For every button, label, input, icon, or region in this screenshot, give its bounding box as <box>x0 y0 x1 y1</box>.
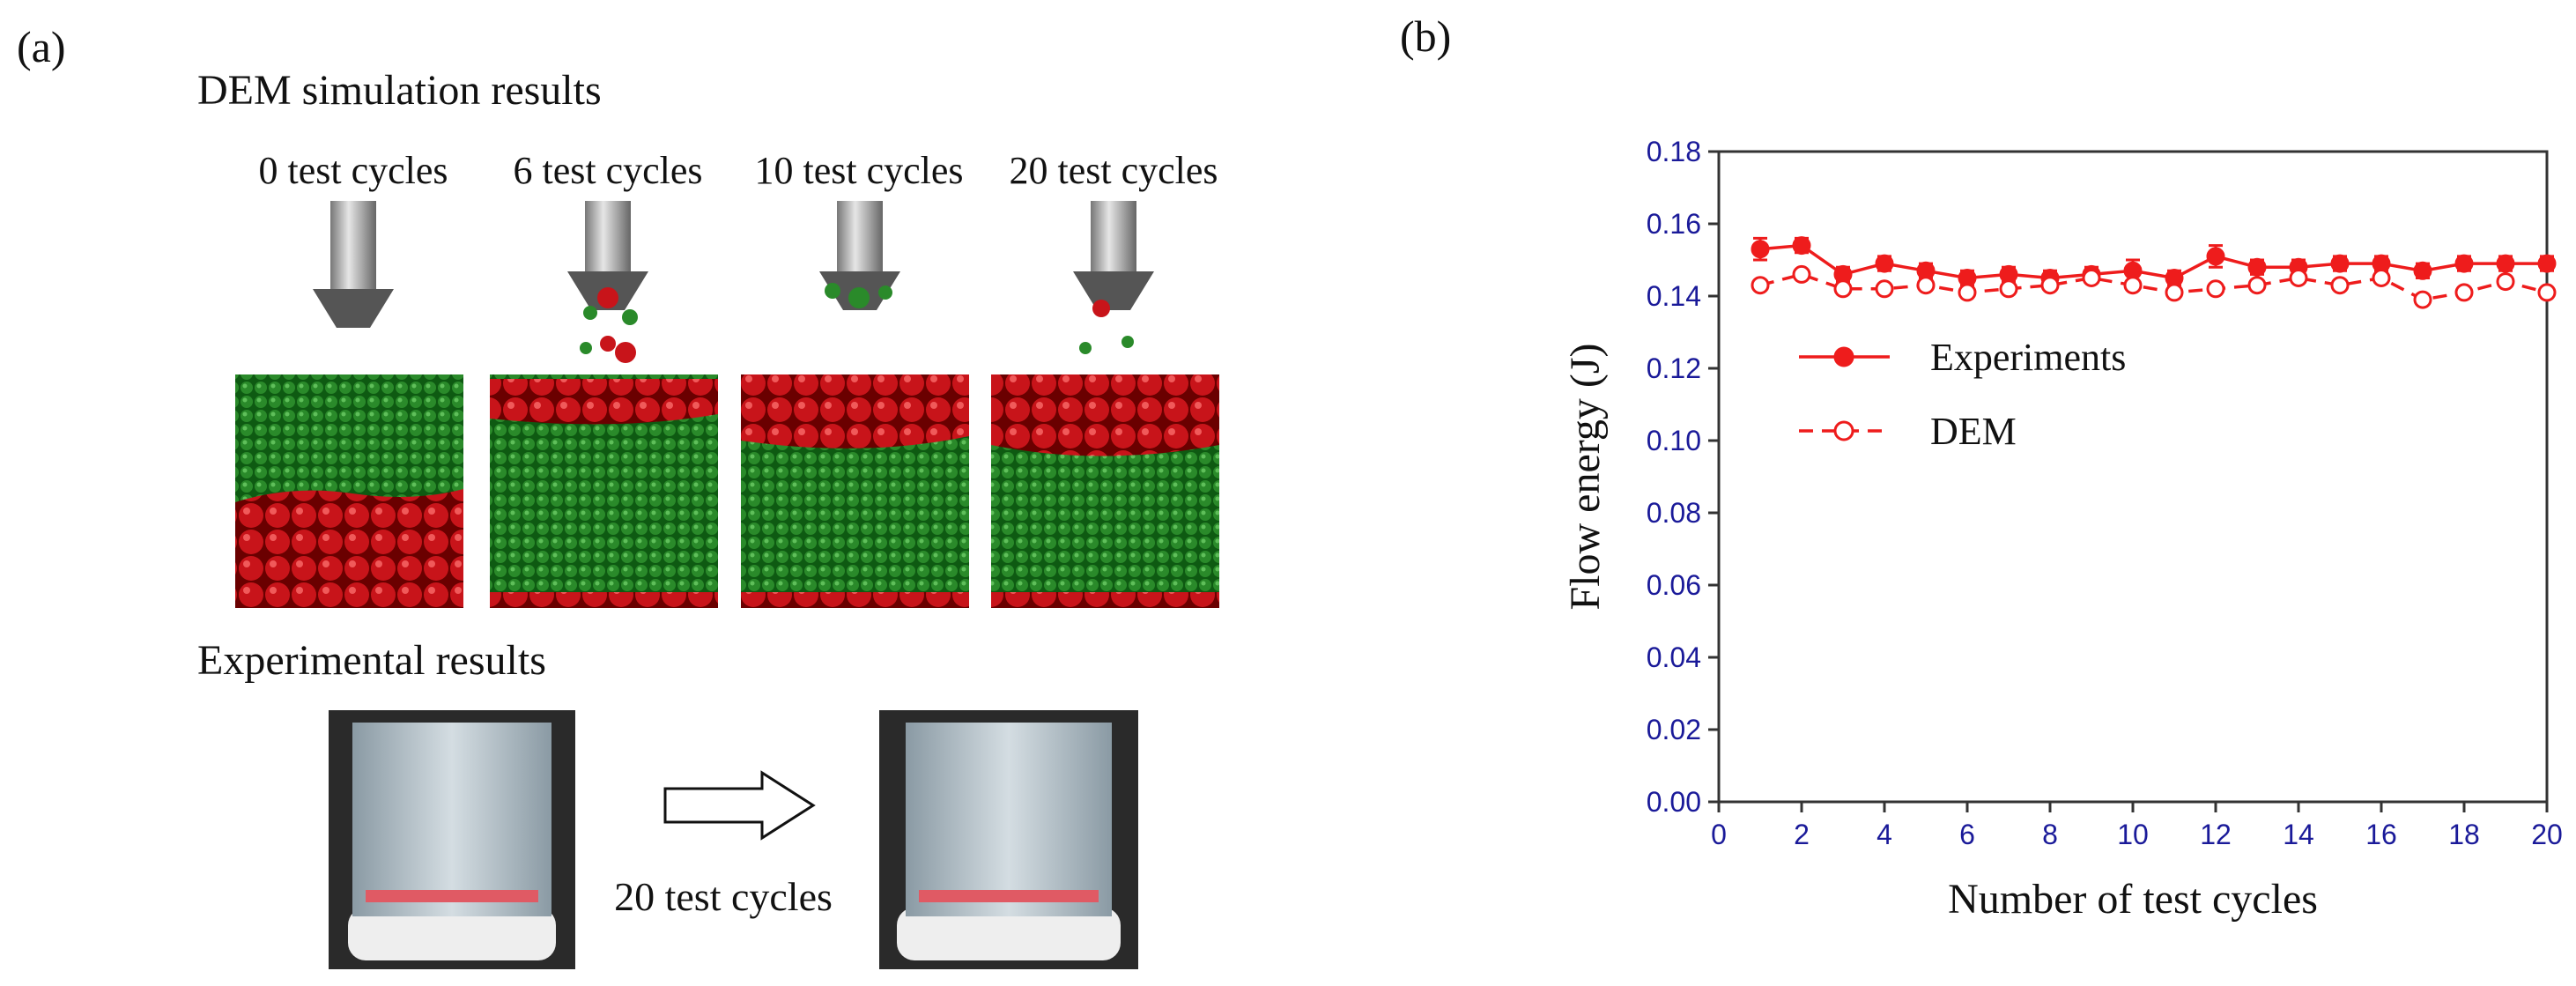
arrow-label: 20 test cycles <box>614 874 833 919</box>
data-point <box>1958 283 1977 302</box>
data-point <box>1751 240 1770 259</box>
legend-label: DEM <box>1930 410 2017 453</box>
cycle-label: 6 test cycles <box>513 149 702 192</box>
y-tick-label: 0.16 <box>1647 208 1701 240</box>
x-tick-label: 2 <box>1794 819 1810 850</box>
y-tick-label: 0.00 <box>1647 786 1701 818</box>
data-point <box>2082 269 2101 287</box>
data-point <box>2206 247 2225 266</box>
data-point <box>2454 254 2474 273</box>
x-tick-label: 18 <box>2448 819 2480 850</box>
y-axis-label: Flow energy (J) <box>1562 343 1609 610</box>
data-point <box>2330 254 2350 273</box>
data-point <box>1875 254 1894 273</box>
data-point <box>1916 276 1936 295</box>
y-tick-label: 0.04 <box>1647 641 1701 673</box>
probe <box>567 201 648 363</box>
legend-marker <box>1833 346 1854 367</box>
data-point <box>2289 269 2308 287</box>
x-tick-label: 20 <box>2531 819 2563 850</box>
panel-label: (a) <box>17 22 66 71</box>
particle-bed <box>235 489 463 608</box>
y-tick-label: 0.14 <box>1647 280 1701 312</box>
x-tick-label: 6 <box>1959 819 1975 850</box>
data-point <box>2537 283 2557 302</box>
plot-frame <box>1717 150 2549 804</box>
data-point <box>1751 276 1770 295</box>
y-tick-label: 0.06 <box>1647 569 1701 601</box>
section-title: Experimental results <box>197 637 546 684</box>
data-point <box>2372 269 2391 287</box>
data-point <box>1833 279 1853 299</box>
data-point <box>2413 261 2432 280</box>
x-tick-label: 8 <box>2042 819 2058 850</box>
x-tick-label: 0 <box>1711 819 1727 850</box>
y-tick-label: 0.08 <box>1647 497 1701 529</box>
legend-marker <box>1833 420 1854 441</box>
x-tick-label: 14 <box>2283 819 2314 850</box>
particle-bed <box>490 379 718 425</box>
data-point <box>1999 279 2018 299</box>
data-point <box>2496 254 2515 273</box>
particle-bed <box>490 592 718 608</box>
x-tick-label: 12 <box>2200 819 2232 850</box>
data-point <box>2413 290 2432 309</box>
section-title: DEM simulation results <box>197 67 602 114</box>
simulation-images <box>235 201 1219 608</box>
probe <box>1073 201 1154 354</box>
particle-bed <box>991 592 1219 608</box>
particle-bed <box>741 374 969 449</box>
y-tick-label: 0.10 <box>1647 425 1701 456</box>
experiment-photos <box>329 710 1138 969</box>
cycle-label: 10 test cycles <box>754 149 963 192</box>
data-point <box>2330 276 2350 295</box>
x-tick-label: 16 <box>2365 819 2397 850</box>
panel-label: (b) <box>1400 11 1451 61</box>
data-point <box>2040 276 2060 295</box>
arrow <box>663 770 816 841</box>
x-axis-label: Number of test cycles <box>1948 876 2318 923</box>
data-point <box>2123 276 2143 295</box>
x-tick-label: 4 <box>1876 819 1892 850</box>
x-tick-label: 10 <box>2117 819 2149 850</box>
y-tick-label: 0.12 <box>1647 352 1701 384</box>
data-point <box>2165 283 2184 302</box>
y-tick-label: 0.18 <box>1647 136 1701 167</box>
cycle-label: 20 test cycles <box>1009 149 1218 192</box>
probe <box>819 201 900 310</box>
data-point <box>1792 236 1811 256</box>
probe <box>313 201 394 328</box>
data-point <box>2206 279 2225 299</box>
legend-label: Experiments <box>1930 336 2126 379</box>
y-tick-label: 0.02 <box>1647 714 1701 745</box>
data-point <box>2537 254 2557 273</box>
data-point <box>2247 257 2267 277</box>
data-point <box>2247 276 2267 295</box>
data-point <box>2496 272 2515 292</box>
data-point <box>1875 279 1894 299</box>
particle-bed <box>741 592 969 608</box>
data-point <box>1792 264 1811 284</box>
data-point <box>2454 283 2474 302</box>
particle-bed <box>991 374 1219 456</box>
cycle-label: 0 test cycles <box>258 149 448 192</box>
